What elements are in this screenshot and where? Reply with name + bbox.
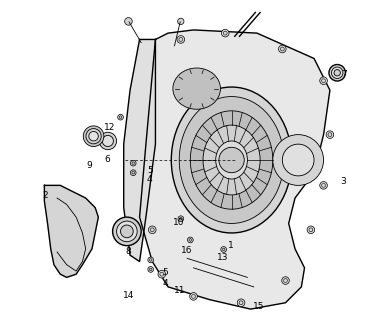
Text: 15: 15 xyxy=(253,302,265,311)
Circle shape xyxy=(148,267,154,272)
Polygon shape xyxy=(124,39,156,261)
Circle shape xyxy=(178,216,184,221)
Text: 6: 6 xyxy=(104,155,110,164)
Text: 12: 12 xyxy=(104,123,116,132)
Text: 10: 10 xyxy=(173,218,184,227)
Ellipse shape xyxy=(89,132,98,141)
Ellipse shape xyxy=(332,67,343,78)
Circle shape xyxy=(130,160,136,166)
Circle shape xyxy=(158,270,166,278)
Text: 1: 1 xyxy=(228,241,234,250)
Circle shape xyxy=(279,45,286,53)
Ellipse shape xyxy=(171,87,292,233)
Circle shape xyxy=(219,147,244,173)
Circle shape xyxy=(187,237,193,243)
Text: 14: 14 xyxy=(123,291,135,300)
Circle shape xyxy=(177,36,185,43)
Text: 5: 5 xyxy=(163,268,168,277)
Circle shape xyxy=(273,135,324,185)
Polygon shape xyxy=(45,185,98,277)
Circle shape xyxy=(130,170,136,176)
Ellipse shape xyxy=(86,129,101,144)
Ellipse shape xyxy=(216,141,247,179)
Ellipse shape xyxy=(203,125,260,195)
Text: 13: 13 xyxy=(217,253,228,262)
Text: 16: 16 xyxy=(182,246,193,255)
Ellipse shape xyxy=(83,126,104,147)
Ellipse shape xyxy=(102,135,113,147)
Ellipse shape xyxy=(190,111,273,209)
Text: 4: 4 xyxy=(147,175,152,184)
Circle shape xyxy=(118,114,123,120)
Ellipse shape xyxy=(99,132,116,150)
Circle shape xyxy=(237,299,245,307)
Text: 9: 9 xyxy=(87,161,92,170)
Text: 4: 4 xyxy=(163,279,168,288)
Circle shape xyxy=(320,181,327,189)
Circle shape xyxy=(190,292,197,300)
Polygon shape xyxy=(140,30,330,309)
Circle shape xyxy=(307,226,315,234)
Circle shape xyxy=(125,18,132,25)
Circle shape xyxy=(148,257,154,263)
Circle shape xyxy=(320,77,327,84)
Text: 8: 8 xyxy=(126,247,131,256)
Ellipse shape xyxy=(179,97,284,223)
Circle shape xyxy=(283,144,314,176)
Text: 7: 7 xyxy=(341,70,347,79)
Ellipse shape xyxy=(173,68,221,109)
Text: 2: 2 xyxy=(43,191,48,200)
Circle shape xyxy=(326,131,334,139)
Ellipse shape xyxy=(116,221,137,242)
Circle shape xyxy=(221,247,226,252)
Ellipse shape xyxy=(120,225,133,238)
Ellipse shape xyxy=(113,217,141,246)
Text: 3: 3 xyxy=(340,177,346,186)
Circle shape xyxy=(149,226,156,234)
Text: 11: 11 xyxy=(173,286,185,295)
Text: 5: 5 xyxy=(147,166,152,175)
Circle shape xyxy=(221,29,229,37)
Circle shape xyxy=(282,277,289,284)
Ellipse shape xyxy=(334,69,341,76)
Ellipse shape xyxy=(329,65,346,81)
Circle shape xyxy=(178,18,184,25)
